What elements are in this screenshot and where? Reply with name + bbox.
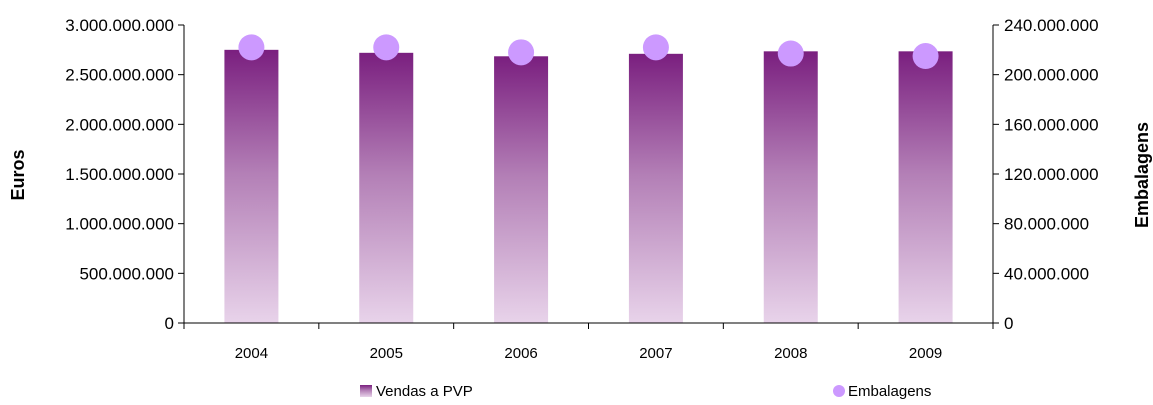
x-tick-label-2009: 2009: [909, 345, 942, 362]
right-axis-title: Embalagens: [1132, 122, 1152, 228]
point-embalagens-2006: [508, 39, 535, 66]
left-tick-label: 3.000.000.000: [65, 16, 174, 35]
right-tick-label: 200.000.000: [1004, 66, 1099, 85]
bar-vendas-2009: [898, 51, 953, 323]
x-tick-label-2005: 2005: [370, 345, 403, 362]
left-tick-label: 0: [165, 314, 174, 333]
legend: Vendas a PVP Embalagens: [360, 383, 931, 400]
left-tick-label: 2.500.000.000: [65, 66, 174, 85]
legend-label-vendas: Vendas a PVP: [376, 383, 473, 400]
left-tick-label: 2.000.000.000: [65, 115, 174, 134]
ticks-layer: 0 500.000.000 1.000.000.000 1.500.000.000 2.…: [65, 16, 1098, 362]
axes-layer: [183, 25, 994, 324]
right-tick-label: 40.000.000: [1004, 264, 1089, 283]
right-tick-label: 160.000.000: [1004, 115, 1099, 134]
left-tick-label: 1.500.000.000: [65, 165, 174, 184]
bar-vendas-2007: [628, 53, 683, 323]
point-embalagens-2004: [238, 34, 265, 61]
x-tick-label-2004: 2004: [235, 345, 268, 362]
right-tick-label: 80.000.000: [1004, 215, 1089, 234]
right-tick-label: 0: [1004, 314, 1013, 333]
x-tick-label-2007: 2007: [639, 345, 672, 362]
left-axis-title: Euros: [8, 149, 28, 200]
point-embalagens-2008: [777, 40, 804, 67]
bar-vendas-2006: [494, 56, 549, 323]
x-tick-label-2008: 2008: [774, 345, 807, 362]
legend-swatch-embalagens: [833, 385, 845, 397]
point-embalagens-2007: [642, 34, 669, 61]
bar-vendas-2008: [763, 51, 818, 323]
right-tick-label: 240.000.000: [1004, 16, 1099, 35]
right-tick-label: 120.000.000: [1004, 165, 1099, 184]
point-embalagens-2009: [912, 43, 939, 70]
legend-label-embalagens: Embalagens: [848, 383, 931, 400]
x-tick-label-2006: 2006: [504, 345, 537, 362]
legend-swatch-vendas: [360, 385, 372, 397]
point-embalagens-2005: [373, 34, 400, 61]
left-tick-label: 1.000.000.000: [65, 215, 174, 234]
points-layer: [238, 34, 939, 70]
left-tick-label: 500.000.000: [79, 264, 174, 283]
bar-vendas-2005: [359, 52, 414, 324]
bar-vendas-2004: [224, 49, 279, 323]
bars-layer: [224, 49, 953, 324]
